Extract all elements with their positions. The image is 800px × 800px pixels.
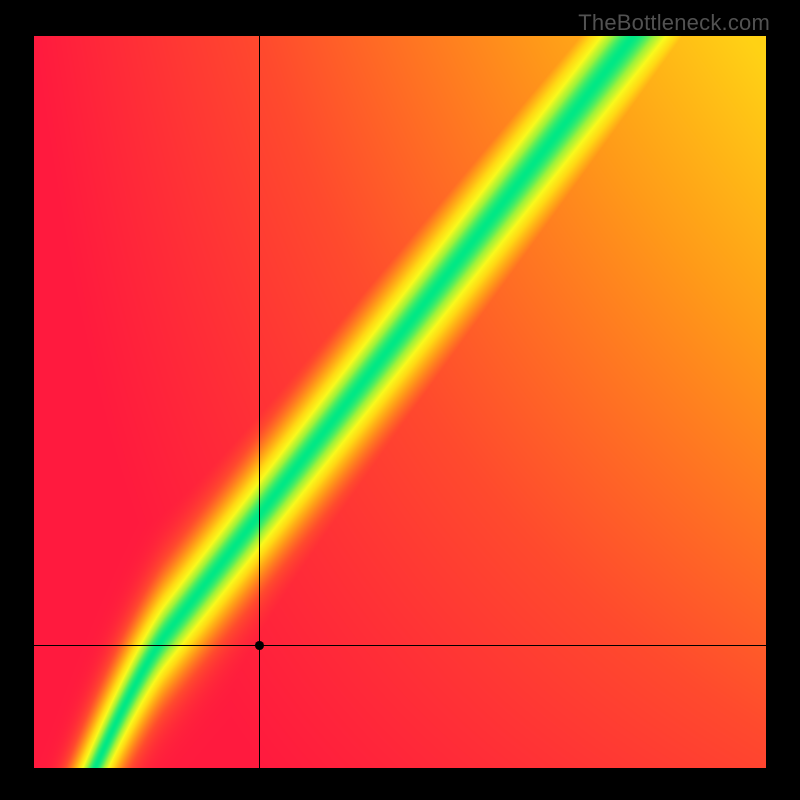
- chart-container: TheBottleneck.com: [0, 0, 800, 800]
- bottleneck-heatmap: [34, 36, 766, 768]
- watermark-text: TheBottleneck.com: [578, 10, 770, 36]
